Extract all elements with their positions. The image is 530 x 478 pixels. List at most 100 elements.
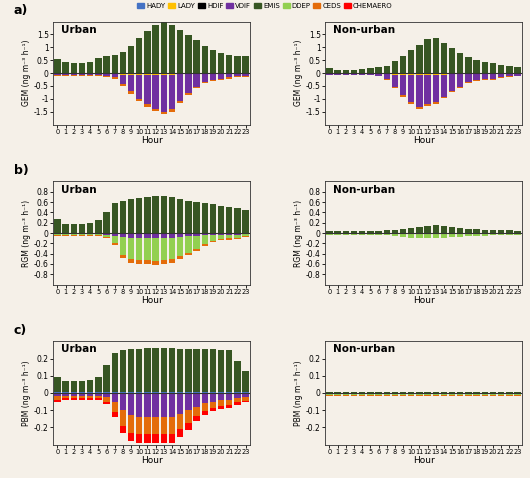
- Bar: [498, 234, 505, 235]
- Bar: [482, 393, 488, 394]
- Bar: [128, 393, 134, 415]
- Bar: [416, 107, 422, 109]
- Bar: [79, 75, 85, 76]
- Text: c): c): [14, 324, 27, 337]
- Bar: [473, 229, 480, 233]
- Bar: [367, 74, 374, 75]
- Bar: [449, 48, 455, 73]
- Bar: [120, 52, 126, 73]
- Bar: [87, 75, 93, 76]
- Bar: [169, 260, 175, 263]
- Bar: [506, 234, 513, 235]
- Bar: [120, 73, 126, 75]
- Bar: [226, 77, 233, 78]
- Bar: [87, 233, 93, 234]
- Bar: [234, 55, 241, 73]
- Bar: [210, 233, 216, 235]
- Bar: [128, 415, 134, 433]
- Bar: [185, 236, 191, 253]
- Bar: [63, 393, 69, 395]
- Bar: [153, 73, 159, 75]
- Bar: [384, 394, 390, 395]
- Bar: [375, 231, 382, 233]
- Bar: [218, 239, 224, 240]
- Bar: [226, 73, 233, 74]
- Text: Non-urban: Non-urban: [333, 185, 395, 195]
- Bar: [136, 233, 143, 238]
- Bar: [498, 65, 505, 73]
- Bar: [392, 392, 398, 393]
- Bar: [87, 395, 93, 398]
- Bar: [169, 393, 175, 417]
- Bar: [226, 400, 233, 405]
- Bar: [375, 393, 382, 394]
- Bar: [103, 365, 110, 392]
- Bar: [242, 56, 249, 73]
- Bar: [506, 74, 513, 76]
- Bar: [144, 261, 151, 264]
- Bar: [95, 233, 102, 234]
- Bar: [70, 233, 77, 234]
- Bar: [210, 393, 216, 402]
- Bar: [498, 393, 505, 394]
- Bar: [185, 94, 191, 95]
- Bar: [432, 102, 439, 104]
- Bar: [193, 407, 200, 416]
- Bar: [128, 75, 134, 91]
- Bar: [342, 394, 349, 395]
- Bar: [201, 403, 208, 411]
- Bar: [441, 97, 447, 98]
- Text: Urban: Urban: [61, 24, 96, 34]
- Bar: [342, 74, 349, 75]
- Bar: [392, 75, 398, 87]
- Bar: [351, 392, 357, 393]
- Bar: [79, 63, 85, 73]
- Bar: [161, 73, 167, 75]
- Bar: [226, 235, 233, 238]
- Bar: [375, 67, 382, 73]
- Bar: [201, 82, 208, 83]
- Bar: [367, 231, 374, 233]
- Bar: [87, 223, 93, 233]
- Bar: [111, 55, 118, 73]
- Bar: [153, 75, 159, 109]
- Bar: [473, 80, 480, 81]
- Bar: [128, 91, 134, 94]
- Bar: [63, 233, 69, 234]
- Bar: [482, 73, 488, 74]
- Bar: [384, 75, 390, 79]
- Bar: [177, 233, 183, 237]
- Bar: [432, 393, 439, 394]
- Bar: [218, 393, 224, 400]
- Bar: [193, 393, 200, 407]
- Bar: [416, 392, 422, 393]
- Bar: [490, 230, 496, 233]
- Bar: [95, 395, 102, 398]
- Bar: [120, 75, 126, 85]
- Bar: [465, 57, 472, 73]
- Bar: [392, 233, 398, 234]
- Bar: [408, 392, 414, 393]
- Bar: [161, 196, 167, 233]
- Bar: [473, 234, 480, 236]
- Bar: [95, 74, 102, 75]
- Bar: [54, 377, 61, 392]
- Bar: [334, 74, 341, 75]
- Bar: [63, 74, 69, 75]
- Bar: [226, 393, 233, 400]
- Bar: [63, 234, 69, 235]
- Y-axis label: RGM (ng m⁻³ h⁻¹): RGM (ng m⁻³ h⁻¹): [22, 199, 31, 267]
- Bar: [169, 109, 175, 112]
- Bar: [400, 234, 407, 237]
- Bar: [169, 417, 175, 434]
- Bar: [234, 393, 241, 398]
- Bar: [234, 74, 241, 76]
- Bar: [103, 233, 110, 235]
- Bar: [169, 238, 175, 260]
- Bar: [193, 349, 200, 392]
- Bar: [482, 394, 488, 395]
- Bar: [63, 75, 69, 76]
- Bar: [465, 74, 472, 82]
- Bar: [210, 50, 216, 73]
- Bar: [457, 228, 464, 233]
